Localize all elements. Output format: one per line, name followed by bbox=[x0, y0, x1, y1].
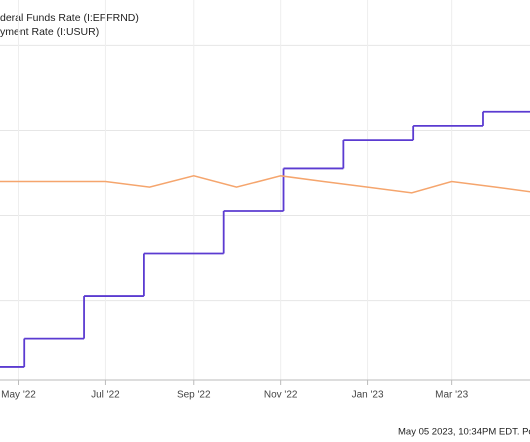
series-line bbox=[0, 175, 530, 194]
x-tick-label: Nov '22 bbox=[264, 390, 298, 401]
x-tick-label: Mar '23 bbox=[435, 390, 468, 401]
x-tick-label: Sep '22 bbox=[177, 390, 211, 401]
legend-entry: yment Rate (I:USUR) bbox=[0, 26, 99, 38]
legend-entry: deral Funds Rate (I:EFFRND) bbox=[0, 12, 139, 24]
x-tick-label: May '22 bbox=[1, 390, 36, 401]
plot-area bbox=[0, 0, 530, 380]
x-tick-label: Jul '22 bbox=[91, 390, 120, 401]
x-tick-label: Jan '23 bbox=[352, 390, 384, 401]
footer: May 05 2023, 10:34PM EDT. Powered bbox=[398, 427, 530, 438]
